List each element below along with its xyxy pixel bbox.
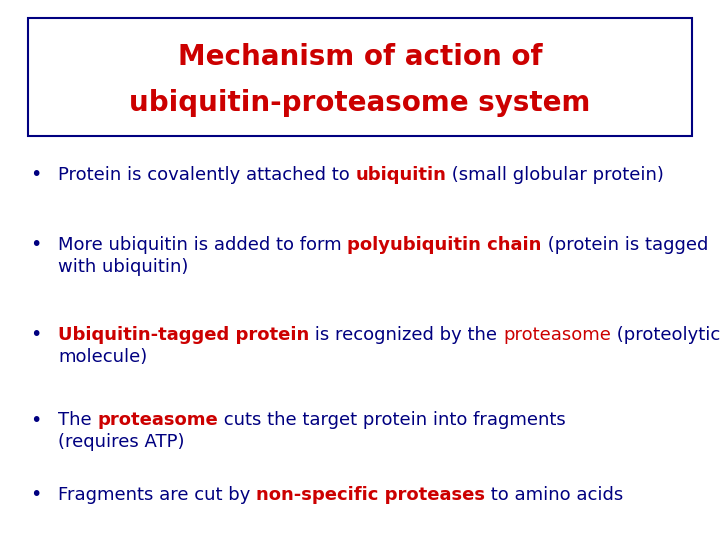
Text: Mechanism of action of: Mechanism of action of bbox=[178, 43, 542, 71]
Text: •: • bbox=[30, 485, 42, 504]
Text: •: • bbox=[30, 410, 42, 429]
Text: is recognized by the: is recognized by the bbox=[310, 326, 503, 344]
Text: polyubiquitin chain: polyubiquitin chain bbox=[347, 236, 541, 254]
Text: More ubiquitin is added to form: More ubiquitin is added to form bbox=[58, 236, 347, 254]
Text: •: • bbox=[30, 165, 42, 185]
Text: (protein is tagged: (protein is tagged bbox=[541, 236, 708, 254]
Text: ubiquitin-proteasome system: ubiquitin-proteasome system bbox=[130, 89, 590, 117]
Text: to amino acids: to amino acids bbox=[485, 486, 624, 504]
Text: ubiquitin: ubiquitin bbox=[356, 166, 446, 184]
Text: Ubiquitin-tagged protein: Ubiquitin-tagged protein bbox=[58, 326, 310, 344]
Text: with ubiquitin): with ubiquitin) bbox=[58, 258, 189, 276]
Text: •: • bbox=[30, 235, 42, 254]
Text: Protein is covalently attached to: Protein is covalently attached to bbox=[58, 166, 356, 184]
Text: (small globular protein): (small globular protein) bbox=[446, 166, 665, 184]
Text: molecule): molecule) bbox=[58, 348, 148, 366]
Text: •: • bbox=[30, 326, 42, 345]
Text: non-specific proteases: non-specific proteases bbox=[256, 486, 485, 504]
Text: The: The bbox=[58, 411, 97, 429]
Text: cuts the target protein into fragments: cuts the target protein into fragments bbox=[218, 411, 566, 429]
Text: (requires ATP): (requires ATP) bbox=[58, 433, 184, 451]
Bar bbox=[28, 18, 692, 136]
Text: (proteolytic: (proteolytic bbox=[611, 326, 720, 344]
Text: proteasome: proteasome bbox=[503, 326, 611, 344]
Text: proteasome: proteasome bbox=[97, 411, 218, 429]
Text: Fragments are cut by: Fragments are cut by bbox=[58, 486, 256, 504]
